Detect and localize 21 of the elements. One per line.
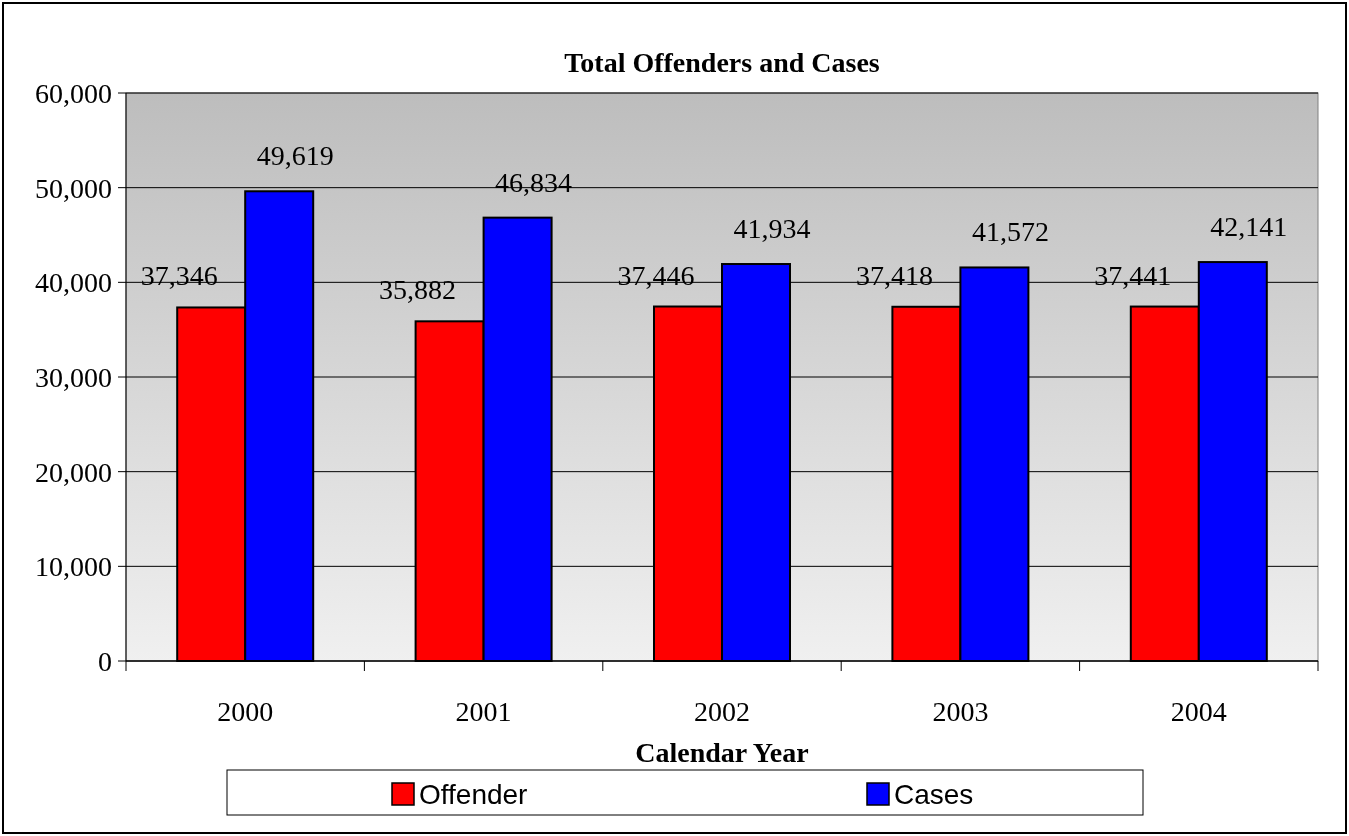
y-tick-label: 20,000 — [35, 456, 112, 488]
y-tick-label: 0 — [98, 646, 112, 677]
y-tick-label: 50,000 — [35, 172, 112, 204]
data-label: 49,619 — [256, 140, 334, 172]
legend-label: Offender — [419, 779, 528, 810]
y-tick-label: 10,000 — [35, 551, 112, 583]
legend-label: Cases — [894, 779, 974, 810]
x-tick-label: 2001 — [455, 696, 512, 727]
data-label: 42,141 — [1210, 211, 1288, 243]
x-tick-label: 2003 — [932, 696, 989, 727]
y-tick-label: 30,000 — [35, 362, 112, 393]
x-axis-title: Calendar Year — [635, 737, 809, 768]
data-label: 41,572 — [971, 216, 1049, 248]
data-label: 35,882 — [379, 274, 457, 306]
x-tick-label: 2000 — [217, 696, 274, 727]
chart-title: Total Offenders and Cases — [564, 47, 880, 78]
x-tick-label: 2004 — [1170, 696, 1227, 727]
y-tick-label: 60,000 — [35, 78, 112, 109]
data-label: 41,934 — [733, 213, 811, 245]
y-tick-label: 40,000 — [35, 267, 112, 299]
x-tick-label: 2002 — [694, 696, 750, 727]
